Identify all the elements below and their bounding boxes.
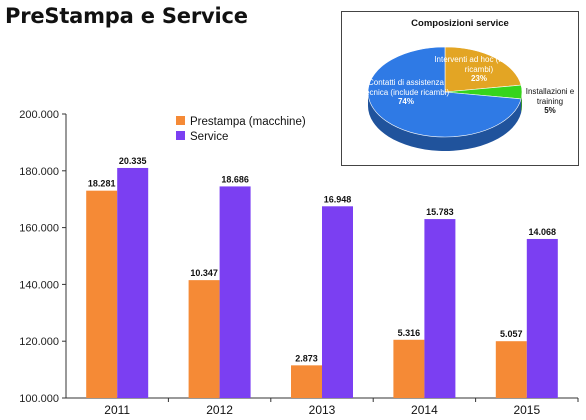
page-title: PreStampa e Service: [5, 4, 248, 28]
data-label: 5.057: [500, 329, 523, 339]
pie-chart-title: Composizioni service: [411, 18, 509, 29]
bar-prestampa: [393, 339, 425, 398]
bar-prestampa: [495, 341, 527, 398]
legend-swatch-service: [176, 131, 185, 140]
pie-side: [368, 92, 522, 151]
x-tick-label: 2011: [104, 403, 130, 417]
bar-prestampa: [86, 190, 118, 398]
bar-prestampa: [188, 280, 220, 398]
data-label: 18.281: [88, 179, 116, 189]
data-label: 5.316: [398, 328, 421, 338]
x-tick-label: 2015: [513, 403, 540, 417]
bar-service: [322, 206, 353, 398]
bar-service: [117, 167, 149, 398]
pie-label-installazioni-text: Installazioni e training: [525, 87, 575, 106]
legend-label-prestampa: Prestampa (macchine): [190, 116, 306, 128]
pie-chart: [367, 46, 523, 151]
data-label: 14.068: [529, 227, 557, 237]
x-tick-label: 2012: [206, 403, 233, 417]
legend-label-service: Service: [190, 131, 228, 143]
y-tick-label: 200.000: [19, 109, 59, 121]
x-tick-label: 2013: [309, 403, 336, 417]
pie-label-contatti: Contatti di assistenza tecnica (include …: [360, 78, 452, 107]
pie-pct-installazioni: 5%: [544, 106, 556, 115]
legend-swatch-prestampa: [176, 116, 185, 125]
pie-pct-interventi: 23%: [470, 74, 487, 83]
data-label: 10.347: [190, 268, 218, 278]
y-tick-label: 180.000: [19, 166, 59, 178]
data-label: 15.783: [426, 207, 454, 217]
data-label: 16.948: [324, 194, 352, 204]
bar-service: [219, 186, 251, 398]
pie-label-interventi-text: Interventi ad hoc (include ricambi): [434, 55, 524, 74]
pie-slice: [367, 46, 522, 138]
data-label: 2.873: [295, 353, 318, 363]
x-tick-label: 2014: [411, 403, 438, 417]
pie-chart-panel: Composizioni service Interventi ad hoc (…: [341, 11, 579, 166]
bar-prestampa: [291, 365, 322, 398]
data-label: 18.686: [221, 174, 249, 184]
pie-pct-contatti: 74%: [397, 97, 414, 106]
data-label: 20.335: [119, 156, 147, 166]
pie-slice: [444, 46, 522, 93]
bar-service: [526, 238, 558, 398]
bar-service: [424, 219, 456, 398]
pie-label-installazioni: Installazioni e training 5%: [522, 87, 578, 116]
y-tick-label: 120.000: [19, 336, 59, 348]
y-tick-label: 140.000: [19, 279, 59, 291]
pie-label-interventi: Interventi ad hoc (include ricambi) 23%: [434, 55, 524, 84]
pie-label-contatti-text: Contatti di assistenza tecnica (include …: [362, 78, 450, 97]
y-tick-label: 100.000: [19, 393, 59, 405]
y-tick-label: 160.000: [19, 223, 59, 235]
